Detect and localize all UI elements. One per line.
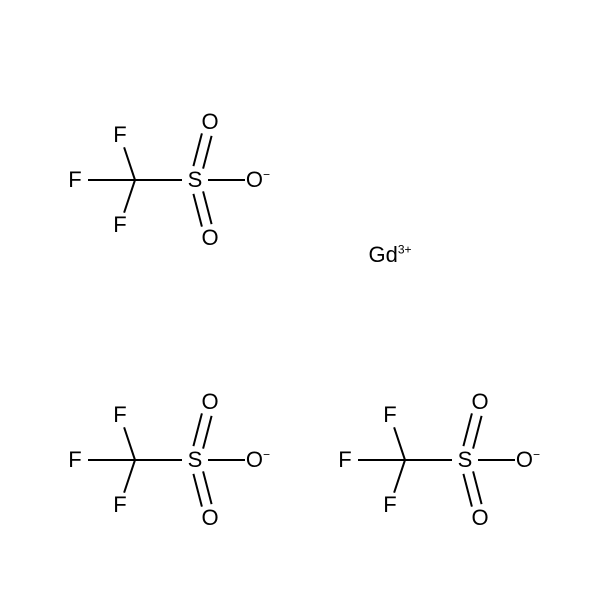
- atom-o_neg-2: O−: [516, 447, 540, 473]
- atom-o_neg-0: O−: [246, 167, 270, 193]
- atom-o_top-1: O: [201, 389, 218, 415]
- atom-o_top-0: O: [201, 109, 218, 135]
- atom-f_bot-2: F: [383, 492, 396, 518]
- atom-o_bot-1: O: [201, 505, 218, 531]
- atom-f_top-2: F: [383, 402, 396, 428]
- atom-f_bot-1: F: [113, 492, 126, 518]
- atom-f_mid-2: F: [338, 447, 351, 473]
- atom-f_bot-0: F: [113, 212, 126, 238]
- atom-o_top-2: O: [471, 389, 488, 415]
- atom-f_top-0: F: [113, 122, 126, 148]
- atom-s-2: S: [458, 447, 473, 473]
- atom-f_mid-0: F: [68, 167, 81, 193]
- bonds-layer: [0, 0, 600, 600]
- atom-f_mid-1: F: [68, 447, 81, 473]
- atom-o_bot-0: O: [201, 225, 218, 251]
- cation-gd: Gd3+: [368, 242, 411, 268]
- atom-o_bot-2: O: [471, 505, 488, 531]
- atom-s-0: S: [188, 167, 203, 193]
- atom-o_neg-1: O−: [246, 447, 270, 473]
- atom-f_top-1: F: [113, 402, 126, 428]
- atom-s-1: S: [188, 447, 203, 473]
- molecule-canvas: F F F S O O O− F F F S O O O− F F F S O O O− Gd3+: [0, 0, 600, 600]
